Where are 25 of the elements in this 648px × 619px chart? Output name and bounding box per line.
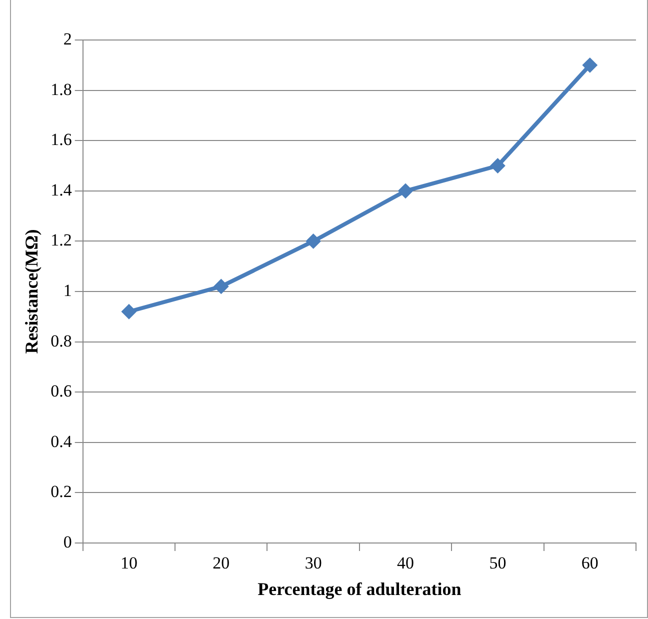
y-tick-label: 1.4	[50, 180, 72, 200]
x-axis-title: Percentage of adulteration	[258, 578, 462, 599]
y-tick-label: 0	[63, 532, 72, 552]
point	[398, 183, 414, 198]
y-tick-label: 1.2	[50, 230, 72, 250]
x-tick-label: 40	[397, 554, 414, 573]
x-tick-label: 50	[489, 554, 506, 573]
x-tick-label: 30	[304, 554, 322, 573]
y-axis-title: Resistance(MΩ)	[21, 229, 42, 354]
point	[306, 234, 321, 249]
y-tick-label: 1	[63, 280, 72, 300]
y-tick-label: 1.8	[50, 80, 72, 99]
point	[582, 58, 598, 73]
point	[121, 304, 136, 320]
y-tick-label: 0.2	[50, 482, 72, 502]
x-tick-label: 60	[581, 554, 598, 573]
y-tick-label: 0.4	[50, 432, 72, 451]
x-tick-label: 20	[212, 554, 230, 573]
x-tick-label: 10	[120, 554, 138, 573]
y-tick-label: 2	[63, 29, 72, 48]
y-tick-label: 0.8	[50, 331, 72, 350]
y-tick-label: 1.6	[50, 130, 72, 150]
y-tick-label: 0.6	[50, 382, 72, 401]
point	[490, 158, 506, 174]
point	[214, 278, 229, 294]
